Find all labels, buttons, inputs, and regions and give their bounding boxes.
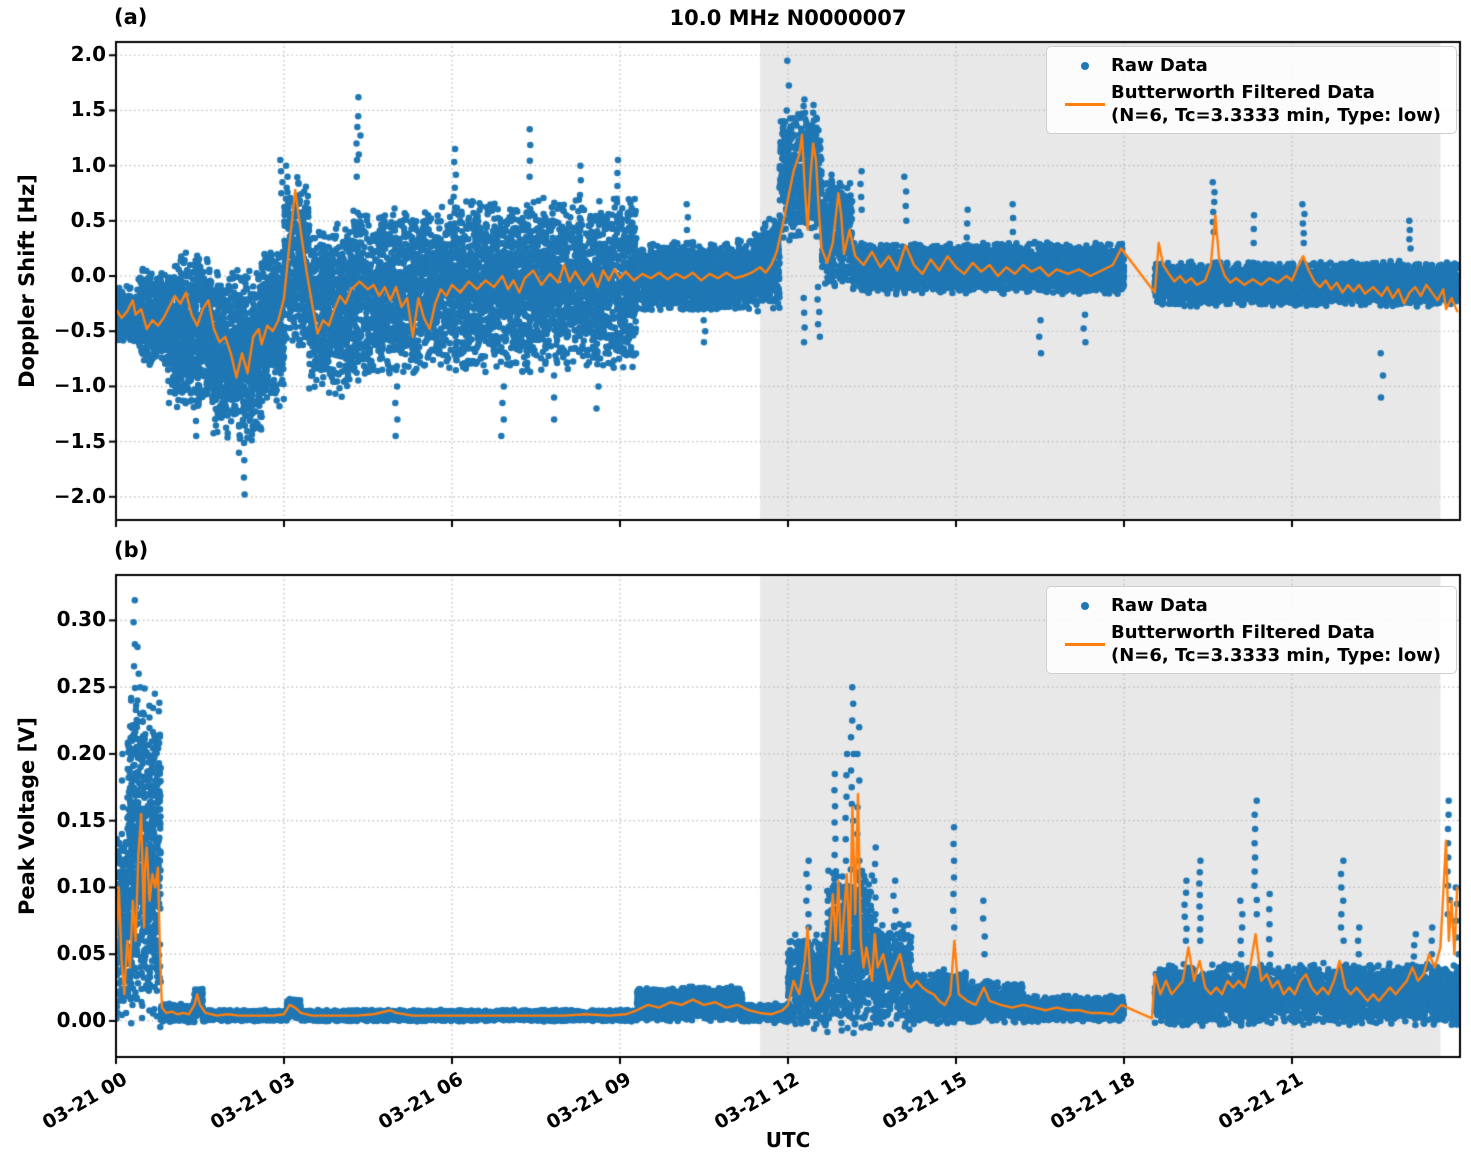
legend-row-raw: Raw Data bbox=[1059, 592, 1448, 619]
chart-title: 10.0 MHz N0000007 bbox=[669, 6, 907, 30]
y-tick-label: −0.5 bbox=[53, 318, 106, 343]
raw-data-marker-icon bbox=[1059, 61, 1111, 70]
y-tick-label: −1.0 bbox=[53, 373, 106, 398]
panel-b-label: (b) bbox=[114, 538, 149, 562]
legend-raw-label: Raw Data bbox=[1111, 55, 1208, 76]
y-tick-label: 0.5 bbox=[70, 207, 106, 232]
legend-raw-label: Raw Data bbox=[1111, 595, 1208, 616]
legend-filtered-line1: Butterworth Filtered Data bbox=[1111, 82, 1375, 103]
y-tick-label: 0.30 bbox=[56, 607, 106, 632]
y-tick-label: 1.0 bbox=[70, 152, 106, 177]
y-tick-label: −1.5 bbox=[53, 428, 106, 453]
filtered-line-icon bbox=[1059, 642, 1111, 646]
legend-row-raw: Raw Data bbox=[1059, 52, 1448, 79]
y-tick-label: −2.0 bbox=[53, 483, 106, 508]
panel-b-legend: Raw Data Butterworth Filtered Data (N=6,… bbox=[1046, 586, 1457, 674]
y-tick-label: 0.25 bbox=[56, 674, 106, 699]
y-tick-label: 0.20 bbox=[56, 740, 106, 765]
y-tick-label: 0.10 bbox=[56, 874, 106, 899]
legend-row-filtered: Butterworth Filtered Data (N=6, Tc=3.333… bbox=[1059, 81, 1448, 127]
y-tick-label: 2.0 bbox=[70, 42, 106, 67]
y-tick-label: 1.5 bbox=[70, 97, 106, 122]
panel-a-label: (a) bbox=[114, 5, 148, 29]
panel-a-legend: Raw Data Butterworth Filtered Data (N=6,… bbox=[1046, 46, 1457, 134]
legend-filtered-line2: (N=6, Tc=3.3333 min, Type: low) bbox=[1111, 645, 1442, 666]
raw-data-marker-icon bbox=[1059, 601, 1111, 610]
y-tick-label: 0.15 bbox=[56, 807, 106, 832]
legend-filtered-label: Butterworth Filtered Data (N=6, Tc=3.333… bbox=[1111, 621, 1441, 667]
legend-filtered-line2: (N=6, Tc=3.3333 min, Type: low) bbox=[1111, 105, 1442, 126]
filtered-line-icon bbox=[1059, 102, 1111, 106]
legend-filtered-label: Butterworth Filtered Data (N=6, Tc=3.333… bbox=[1111, 81, 1441, 127]
x-axis-label: UTC bbox=[765, 1128, 811, 1152]
legend-row-filtered: Butterworth Filtered Data (N=6, Tc=3.333… bbox=[1059, 621, 1448, 667]
y-tick-label: 0.05 bbox=[56, 941, 106, 966]
legend-filtered-line1: Butterworth Filtered Data bbox=[1111, 622, 1375, 643]
y-tick-label: 0.00 bbox=[56, 1007, 106, 1032]
y-tick-label: 0.0 bbox=[70, 263, 106, 288]
